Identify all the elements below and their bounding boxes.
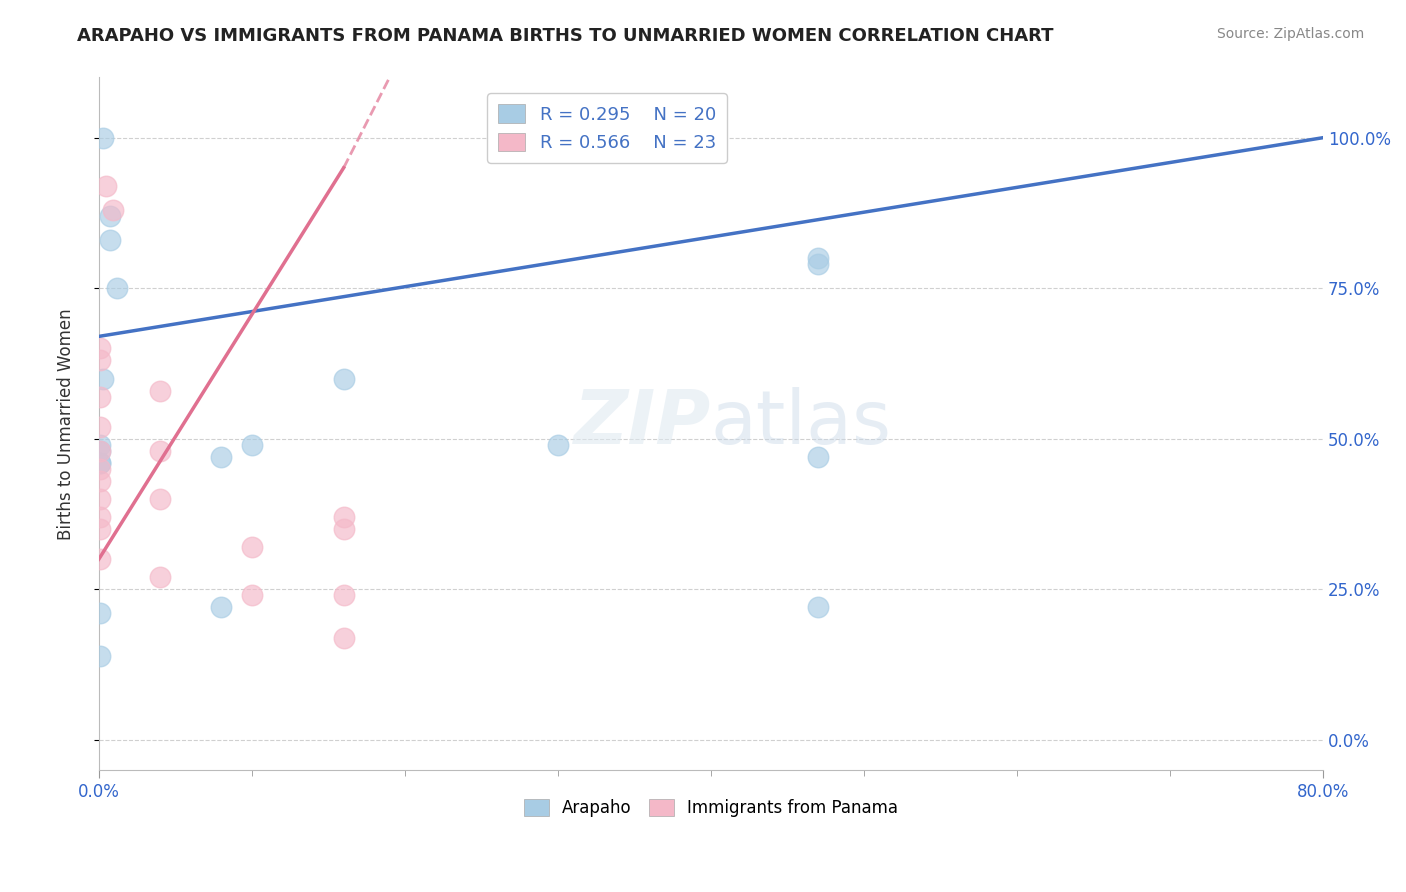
Point: [89, 456, 111, 470]
Point: [89, 510, 111, 524]
Point: [89, 390, 111, 404]
Legend: Arapaho, Immigrants from Panama: Arapaho, Immigrants from Panama: [517, 792, 904, 824]
Point: [89, 443, 111, 458]
Point: [89, 522, 111, 536]
Point: [89, 438, 111, 452]
Point: [89, 648, 111, 663]
Point: [89, 474, 111, 488]
Point: [240, 588, 263, 602]
Point: [98, 233, 121, 247]
Point: [89, 443, 111, 458]
Text: atlas: atlas: [711, 387, 891, 460]
Point: [89, 552, 111, 566]
Point: [807, 251, 830, 265]
Point: [93, 371, 115, 385]
Point: [332, 588, 354, 602]
Text: ZIP: ZIP: [574, 387, 711, 460]
Text: ARAPAHO VS IMMIGRANTS FROM PANAMA BIRTHS TO UNMARRIED WOMEN CORRELATION CHART: ARAPAHO VS IMMIGRANTS FROM PANAMA BIRTHS…: [77, 27, 1054, 45]
Point: [332, 510, 354, 524]
Point: [240, 540, 263, 554]
Point: [332, 522, 354, 536]
Point: [149, 443, 172, 458]
Point: [96, 178, 118, 193]
Point: [807, 257, 830, 271]
Point: [332, 631, 354, 645]
Point: [89, 353, 111, 368]
Point: [807, 450, 830, 464]
Point: [89, 462, 111, 476]
Point: [98, 209, 121, 223]
Point: [89, 607, 111, 621]
Y-axis label: Births to Unmarried Women: Births to Unmarried Women: [58, 308, 75, 540]
Point: [101, 202, 124, 217]
Point: [807, 600, 830, 615]
Point: [89, 342, 111, 356]
Point: [547, 438, 569, 452]
Point: [89, 419, 111, 434]
Point: [209, 450, 232, 464]
Point: [332, 371, 354, 385]
Point: [93, 130, 115, 145]
Point: [209, 600, 232, 615]
Point: [89, 456, 111, 470]
Point: [89, 491, 111, 506]
Point: [149, 384, 172, 398]
Point: [149, 491, 172, 506]
Point: [149, 570, 172, 584]
Point: [240, 438, 263, 452]
Text: Source: ZipAtlas.com: Source: ZipAtlas.com: [1216, 27, 1364, 41]
Point: [105, 281, 128, 295]
